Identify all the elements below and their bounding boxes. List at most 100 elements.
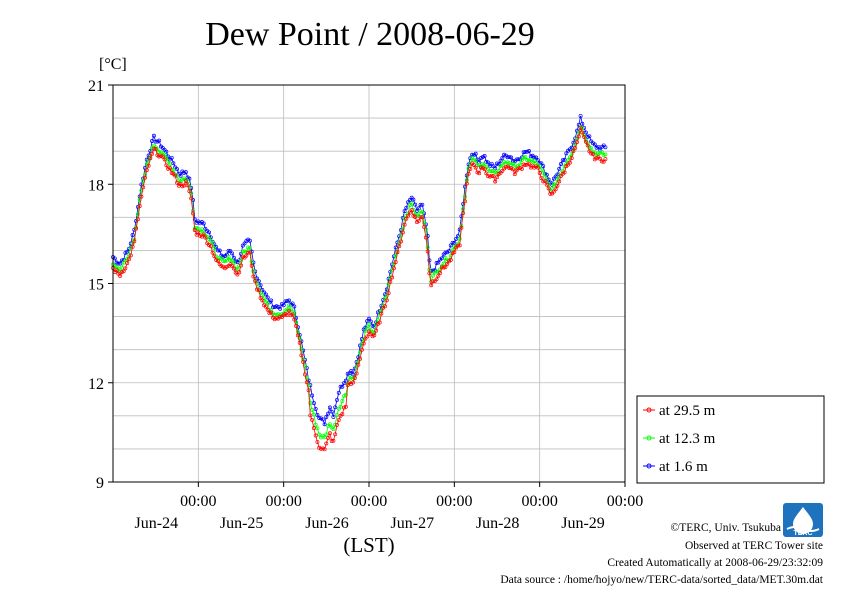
series-point: [397, 244, 402, 249]
series-point: [247, 238, 252, 243]
series-point: [135, 212, 140, 217]
series-point: [119, 270, 124, 275]
series-point: [326, 435, 331, 440]
series-point: [173, 173, 178, 178]
series-point: [130, 233, 135, 237]
series-point: [187, 176, 192, 181]
series-point: [230, 251, 235, 256]
x-tick-time-label: 00:00: [180, 493, 216, 510]
series-point: [544, 182, 549, 187]
series-point: [263, 304, 268, 309]
series-point: [457, 236, 462, 241]
series-point: [395, 250, 400, 255]
series-point: [157, 138, 162, 143]
series-point: [212, 246, 217, 251]
series-point: [324, 415, 329, 419]
series-point: [463, 199, 467, 204]
series-point: [223, 259, 227, 264]
series-point: [544, 178, 549, 183]
series-point: [278, 314, 283, 319]
series-point: [153, 139, 158, 144]
series-point: [260, 293, 265, 298]
series-point: [372, 333, 377, 338]
series-point: [287, 303, 291, 308]
series-point: [404, 216, 409, 221]
series-point: [256, 288, 261, 293]
series-point: [512, 172, 517, 177]
series-point: [324, 432, 329, 437]
series-point: [278, 306, 283, 311]
series-point: [285, 313, 290, 317]
series-point: [231, 260, 236, 265]
series-point: [150, 139, 155, 143]
series-point: [151, 146, 156, 151]
series-point: [393, 260, 398, 265]
series-point: [441, 265, 446, 270]
series-point: [322, 435, 327, 440]
series-point: [422, 220, 427, 225]
series-point: [512, 162, 517, 167]
series-point: [320, 446, 325, 451]
series-point: [317, 416, 322, 420]
y-axis: 9 12 15 18 21: [88, 78, 113, 492]
series-point: [297, 340, 302, 345]
chart-title: Dew Point / 2008-06-29: [205, 16, 535, 53]
series-point: [215, 258, 220, 263]
series-point: [153, 146, 158, 151]
series-point: [272, 312, 277, 317]
series-point: [416, 218, 421, 223]
series-point: [553, 187, 558, 192]
series-point: [310, 417, 315, 422]
series-point: [507, 154, 512, 159]
series-point: [420, 202, 425, 207]
legend-label: at 12.3 m: [659, 431, 716, 447]
series-point: [208, 244, 213, 249]
x-tick-time-label: 00:00: [351, 493, 387, 510]
series-point: [416, 206, 421, 211]
series-point: [537, 171, 542, 175]
legend-box: [636, 395, 825, 484]
series-point: [301, 359, 306, 364]
series-point: [454, 236, 459, 241]
series-point: [557, 166, 562, 171]
series-point: [210, 241, 215, 246]
series-point: [603, 145, 608, 150]
series-point: [226, 255, 231, 259]
series-point: [566, 158, 571, 163]
series-point: [519, 158, 524, 162]
series-point: [299, 353, 304, 358]
series-point: [571, 149, 576, 153]
series-point: [141, 179, 146, 184]
series-point: [585, 143, 590, 148]
series-point: [148, 156, 153, 161]
series-point: [335, 397, 339, 402]
series-point: [525, 149, 530, 154]
series-point: [578, 125, 583, 130]
series-point: [471, 163, 476, 167]
series-point: [125, 249, 130, 254]
series-point: [311, 401, 316, 406]
series-point: [471, 158, 476, 163]
series-point: [294, 324, 299, 328]
series-point: [239, 258, 243, 263]
series-point: [402, 209, 407, 214]
series-point: [352, 376, 357, 380]
series-point: [345, 383, 350, 388]
series-point: [495, 161, 499, 166]
series-point: [598, 150, 603, 155]
series-point: [201, 221, 206, 226]
series-point: [327, 405, 332, 410]
series-point: [343, 392, 348, 397]
series-point: [434, 277, 439, 282]
series-point: [464, 181, 469, 186]
series-point: [340, 412, 345, 417]
series-point: [367, 322, 371, 327]
series-point: [530, 159, 535, 164]
series-point: [164, 163, 169, 168]
series-point: [297, 336, 302, 341]
series-point: [587, 134, 592, 139]
series-point: [255, 287, 259, 292]
series-point: [368, 319, 373, 324]
y-tick-label: 21: [88, 78, 104, 95]
series-point: [137, 197, 142, 202]
